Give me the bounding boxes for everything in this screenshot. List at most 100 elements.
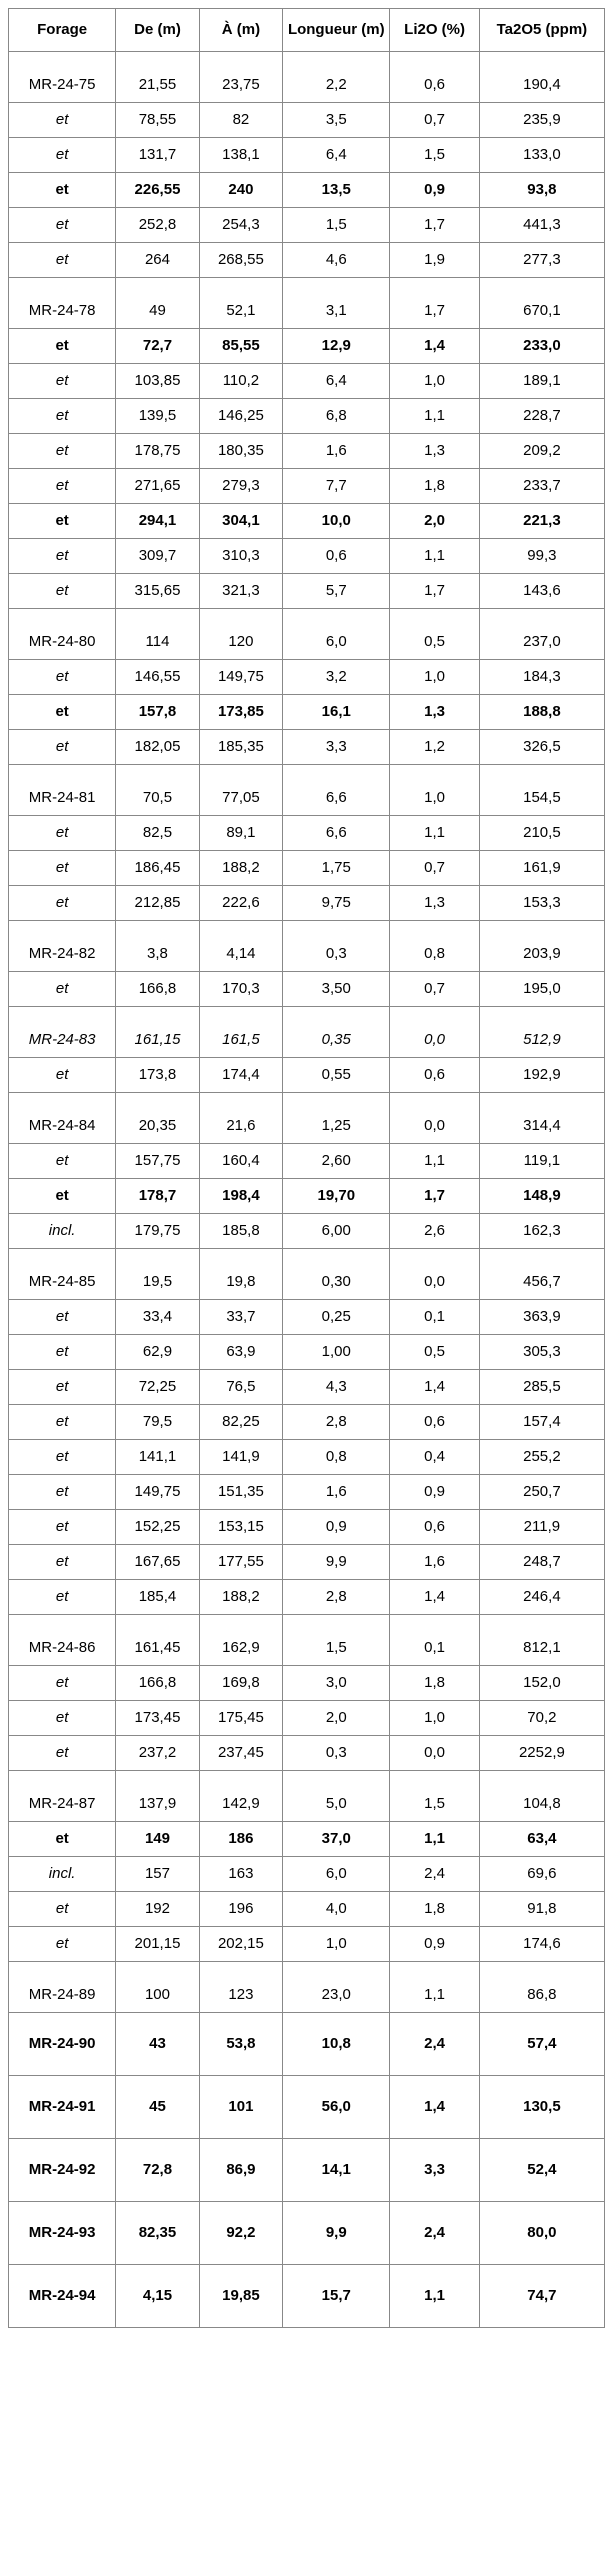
table-cell: et	[9, 1179, 116, 1214]
table-cell: 19,85	[199, 2265, 282, 2328]
table-cell: 0,3	[283, 1736, 390, 1771]
table-cell: 0,1	[390, 1300, 479, 1335]
col-longueur: Longueur (m)	[283, 9, 390, 52]
table-row: et166,8169,83,01,8152,0	[9, 1666, 605, 1701]
table-cell: et	[9, 972, 116, 1007]
table-cell: 19,8	[199, 1249, 282, 1300]
table-cell: 209,2	[479, 434, 604, 469]
table-cell: 10,8	[283, 2013, 390, 2076]
table-cell: 78,55	[116, 103, 199, 138]
table-row: et14918637,01,163,4	[9, 1822, 605, 1857]
table-cell: 310,3	[199, 539, 282, 574]
table-cell: et	[9, 1580, 116, 1615]
table-cell: incl.	[9, 1214, 116, 1249]
table-cell: 16,1	[283, 695, 390, 730]
table-row: et309,7310,30,61,199,3	[9, 539, 605, 574]
table-cell: 70,5	[116, 765, 199, 816]
table-cell: 279,3	[199, 469, 282, 504]
table-cell: 211,9	[479, 1510, 604, 1545]
table-cell: 1,5	[390, 1771, 479, 1822]
table-cell: 178,7	[116, 1179, 199, 1214]
table-cell: et	[9, 539, 116, 574]
table-cell: et	[9, 173, 116, 208]
table-cell: 9,9	[283, 1545, 390, 1580]
table-cell: 85,55	[199, 329, 282, 364]
table-cell: 139,5	[116, 399, 199, 434]
table-cell: 254,3	[199, 208, 282, 243]
table-row: MR-24-9272,886,914,13,352,4	[9, 2139, 605, 2202]
table-row: MR-24-9382,3592,29,92,480,0	[9, 2202, 605, 2265]
table-cell: 100	[116, 1962, 199, 2013]
table-cell: 1,3	[390, 886, 479, 921]
table-cell: 1,6	[283, 434, 390, 469]
table-cell: 195,0	[479, 972, 604, 1007]
table-cell: 0,8	[283, 1440, 390, 1475]
col-a: À (m)	[199, 9, 282, 52]
table-row: et152,25153,150,90,6211,9	[9, 1510, 605, 1545]
table-cell: 2252,9	[479, 1736, 604, 1771]
table-cell: 7,7	[283, 469, 390, 504]
table-cell: 62,9	[116, 1335, 199, 1370]
table-cell: 72,25	[116, 1370, 199, 1405]
table-cell: 69,6	[479, 1857, 604, 1892]
table-cell: 4,14	[199, 921, 282, 972]
table-cell: 0,3	[283, 921, 390, 972]
table-cell: 76,5	[199, 1370, 282, 1405]
table-cell: 21,55	[116, 52, 199, 103]
col-li2o: Li2O (%)	[390, 9, 479, 52]
table-cell: 0,9	[390, 1927, 479, 1962]
table-cell: 250,7	[479, 1475, 604, 1510]
table-cell: 2,6	[390, 1214, 479, 1249]
table-cell: 162,3	[479, 1214, 604, 1249]
table-cell: 4,15	[116, 2265, 199, 2328]
table-cell: et	[9, 660, 116, 695]
table-cell: 153,3	[479, 886, 604, 921]
table-cell: MR-24-93	[9, 2202, 116, 2265]
table-cell: 441,3	[479, 208, 604, 243]
table-cell: 202,15	[199, 1927, 282, 1962]
table-row: MR-24-823,84,140,30,8203,9	[9, 921, 605, 972]
table-cell: 237,45	[199, 1736, 282, 1771]
table-cell: 235,9	[479, 103, 604, 138]
table-row: et131,7138,16,41,5133,0	[9, 138, 605, 173]
table-cell: 170,3	[199, 972, 282, 1007]
table-cell: 2,0	[390, 504, 479, 539]
table-cell: 1,75	[283, 851, 390, 886]
table-cell: 4,6	[283, 243, 390, 278]
table-cell: 0,6	[390, 1510, 479, 1545]
table-cell: 228,7	[479, 399, 604, 434]
table-cell: 119,1	[479, 1144, 604, 1179]
table-cell: 0,7	[390, 851, 479, 886]
table-cell: 188,2	[199, 1580, 282, 1615]
table-cell: 6,6	[283, 816, 390, 851]
table-cell: 120	[199, 609, 282, 660]
table-cell: 326,5	[479, 730, 604, 765]
table-cell: 0,0	[390, 1249, 479, 1300]
table-cell: 178,75	[116, 434, 199, 469]
table-cell: 63,4	[479, 1822, 604, 1857]
table-cell: 23,75	[199, 52, 282, 103]
table-cell: 6,4	[283, 138, 390, 173]
table-cell: 56,0	[283, 2076, 390, 2139]
table-cell: 72,8	[116, 2139, 199, 2202]
table-cell: 0,55	[283, 1058, 390, 1093]
table-cell: 9,75	[283, 886, 390, 921]
table-cell: 0,9	[283, 1510, 390, 1545]
table-cell: 177,55	[199, 1545, 282, 1580]
table-cell: 173,45	[116, 1701, 199, 1736]
table-row: et72,2576,54,31,4285,5	[9, 1370, 605, 1405]
table-cell: 0,6	[390, 1405, 479, 1440]
table-cell: et	[9, 1510, 116, 1545]
table-cell: 1,7	[390, 1179, 479, 1214]
table-cell: 1,5	[283, 208, 390, 243]
table-row: et173,45175,452,01,070,2	[9, 1701, 605, 1736]
table-cell: MR-24-89	[9, 1962, 116, 2013]
table-cell: 157,4	[479, 1405, 604, 1440]
table-cell: 0,0	[390, 1007, 479, 1058]
table-cell: 149,75	[116, 1475, 199, 1510]
table-cell: 0,4	[390, 1440, 479, 1475]
table-cell: 192	[116, 1892, 199, 1927]
table-cell: 77,05	[199, 765, 282, 816]
table-cell: et	[9, 816, 116, 851]
table-cell: 1,3	[390, 434, 479, 469]
